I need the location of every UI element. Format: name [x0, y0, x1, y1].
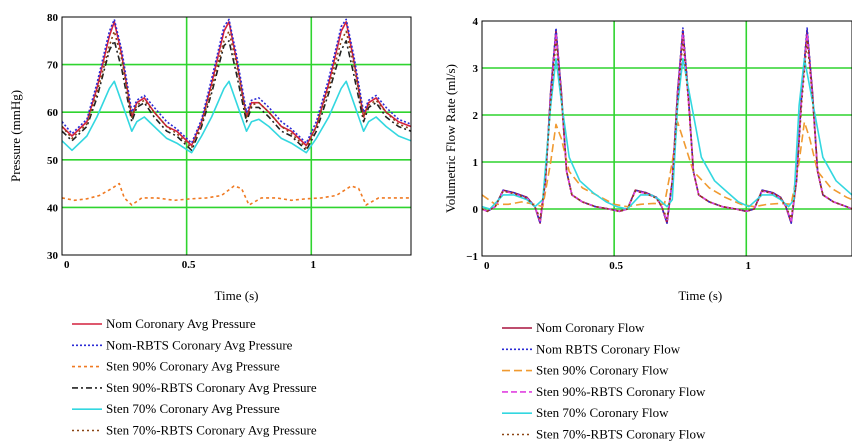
- y-tick-label: 0: [473, 204, 479, 216]
- legend-label: Sten 70% Coronary Avg Pressure: [106, 401, 280, 416]
- legend-item: Sten 90% Coronary Flow: [502, 363, 669, 378]
- y-tick-label: 1: [473, 157, 479, 169]
- chart-2: 0 0.5 1 −1 0 1 2 3 4 Time (s) Volumetric Flow Rate…: [443, 16, 852, 442]
- y-tick-label: 60: [47, 107, 59, 119]
- legend-label: Sten 90% Coronary Flow: [536, 363, 669, 378]
- legend: Nom Coronary Avg Pressure Nom-RBTS Corona…: [72, 316, 317, 438]
- legend-label: Sten 70%-RBTS Coronary Avg Pressure: [106, 423, 317, 438]
- legend-label: Nom-RBTS Coronary Avg Pressure: [106, 337, 293, 352]
- series-line-6: [62, 30, 411, 149]
- x-axis-label: Time (s): [678, 288, 722, 303]
- legend-item: Nom Coronary Flow: [502, 320, 645, 335]
- y-axis-label: Volumetric Flow Rate (ml/s): [443, 64, 458, 213]
- series-line-3: [482, 121, 852, 208]
- legend-item: Sten 70% Coronary Avg Pressure: [72, 401, 280, 416]
- legend-label: Sten 90% Coronary Avg Pressure: [106, 359, 280, 374]
- legend: Nom Coronary Flow Nom RBTS Coronary Flow S…: [502, 320, 706, 442]
- y-tick-label: 3: [473, 63, 479, 75]
- x-tick-label: 1: [746, 260, 752, 272]
- legend-item: Nom RBTS Coronary Flow: [502, 341, 681, 356]
- series-line-4: [482, 34, 852, 222]
- x-tick-label: 0: [484, 260, 490, 272]
- plot-area: [62, 17, 411, 255]
- legend-label: Sten 90%-RBTS Coronary Flow: [536, 384, 706, 399]
- series-line-6: [482, 39, 852, 220]
- x-tick-label: 1: [311, 259, 317, 271]
- x-tick-label: 0.5: [609, 260, 623, 272]
- y-tick-label: 80: [47, 12, 59, 24]
- series-line-3: [62, 182, 411, 206]
- series-line-2: [62, 18, 411, 144]
- series-line-4: [62, 40, 411, 152]
- legend-label: Nom RBTS Coronary Flow: [536, 341, 681, 356]
- legend-item: Sten 70%-RBTS Coronary Flow: [502, 427, 706, 442]
- legend-item: Sten 70% Coronary Flow: [502, 405, 669, 420]
- legend-label: Sten 70%-RBTS Coronary Flow: [536, 427, 706, 442]
- y-tick-label: 30: [47, 250, 59, 262]
- x-tick-label: 0: [64, 259, 70, 271]
- legend-label: Sten 70% Coronary Flow: [536, 405, 669, 420]
- series-line-5: [62, 80, 411, 154]
- legend-item: Sten 90% Coronary Avg Pressure: [72, 359, 280, 374]
- legend-item: Nom-RBTS Coronary Avg Pressure: [72, 337, 293, 352]
- y-tick-label: 50: [47, 155, 59, 167]
- legend-label: Nom Coronary Flow: [536, 320, 645, 335]
- legend-label: Sten 90%-RBTS Coronary Avg Pressure: [106, 380, 317, 395]
- x-tick-label: 0.5: [182, 259, 196, 271]
- y-tick-label: 4: [473, 16, 479, 28]
- y-tick-label: −1: [466, 251, 478, 263]
- legend-item: Nom Coronary Avg Pressure: [72, 316, 256, 331]
- y-tick-label: 70: [47, 60, 59, 72]
- x-axis-label: Time (s): [215, 288, 259, 303]
- y-tick-label: 40: [47, 202, 59, 214]
- chart-1: 0 0.5 1 30 40 50 60 70 80 Time (s) Pressure (mmHg)…: [8, 12, 412, 438]
- series-group: [482, 27, 852, 224]
- grid: [482, 21, 852, 256]
- legend-item: Sten 70%-RBTS Coronary Avg Pressure: [72, 423, 317, 438]
- legend-item: Sten 90%-RBTS Coronary Flow: [502, 384, 706, 399]
- series-group: [62, 18, 411, 206]
- y-tick-label: 2: [473, 110, 479, 122]
- plot-frame: [481, 20, 852, 257]
- legend-item: Sten 90%-RBTS Coronary Avg Pressure: [72, 380, 317, 395]
- legend-label: Nom Coronary Avg Pressure: [106, 316, 256, 331]
- y-axis-label: Pressure (mmHg): [8, 90, 23, 182]
- plot-frame: [61, 16, 412, 256]
